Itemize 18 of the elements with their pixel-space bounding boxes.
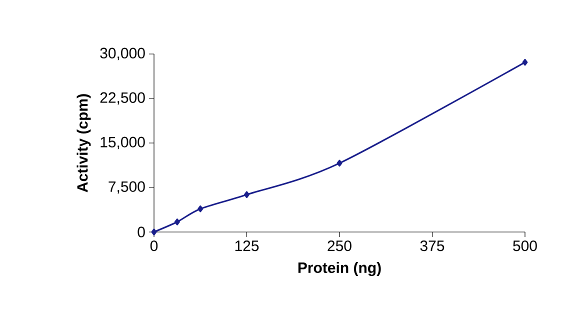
y-tick-label: 30,000 (100, 48, 145, 60)
x-tick-label: 250 (328, 240, 352, 252)
point (244, 191, 250, 198)
point (151, 228, 157, 236)
y-tick-label: 22,500 (100, 92, 145, 105)
x-axis-title: Protein (ng) (298, 262, 381, 276)
point (198, 205, 204, 212)
x-tick-label: 125 (235, 240, 259, 252)
point (174, 218, 180, 226)
y-tick-label: 7,500 (108, 181, 145, 194)
y-tick-label: 15,000 (100, 136, 145, 150)
y-tick-label: 0 (138, 226, 145, 238)
x-tick-label: 0 (150, 240, 158, 252)
point (522, 58, 528, 66)
x-tick-label: 375 (420, 240, 444, 252)
y-axis-title: Activity (cpm) (76, 94, 91, 192)
x-tick-label: 500 (513, 240, 537, 252)
point (336, 160, 342, 167)
